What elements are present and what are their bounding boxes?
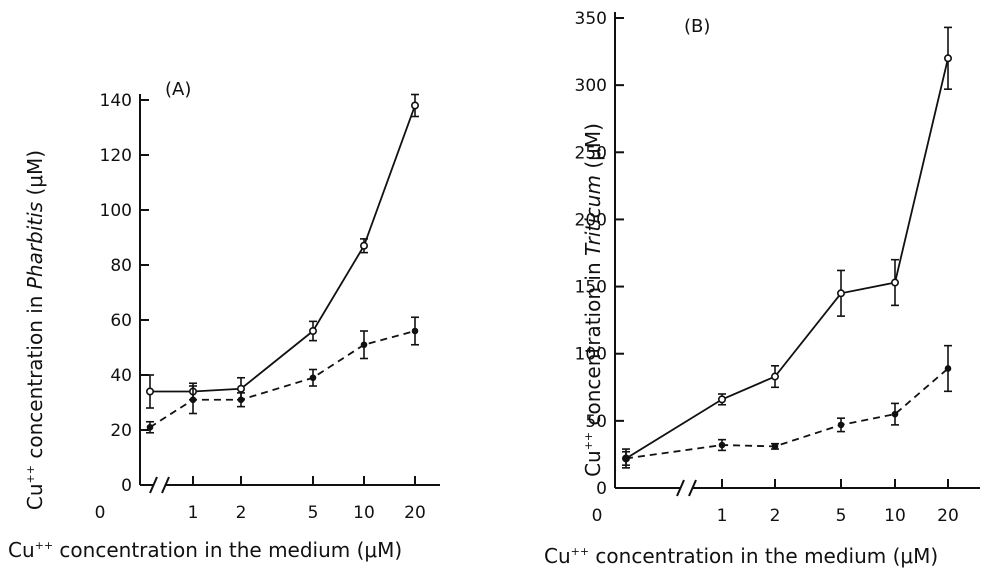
y-tick-label: 80 — [110, 256, 132, 276]
y-axis-label: Cu++ concentration in Pharbitis (μM) — [23, 150, 47, 510]
data-point — [837, 421, 845, 429]
data-point — [146, 387, 155, 396]
data-point — [146, 423, 154, 431]
data-point — [359, 241, 368, 250]
data-point — [309, 374, 317, 382]
x-tick-label: 2 — [770, 506, 781, 526]
x-tick-label: 10 — [884, 506, 906, 526]
y-tick-label: 100 — [575, 345, 607, 365]
data-point — [944, 365, 952, 372]
x-tick-label: 5 — [308, 503, 319, 523]
x-tick-label: 2 — [236, 503, 247, 523]
series-line — [149, 330, 416, 429]
data-point — [410, 101, 419, 110]
data-point — [891, 410, 899, 418]
y-tick-label: 100 — [100, 201, 132, 221]
series-line — [625, 367, 949, 460]
y-tick-label: 0 — [596, 479, 607, 499]
y-tick-label: 120 — [100, 146, 132, 166]
data-point — [771, 443, 779, 450]
y-tick-label: 300 — [575, 76, 607, 96]
x-tick-label: 1 — [188, 503, 199, 523]
axis-break-mark — [676, 479, 685, 497]
data-point — [890, 278, 899, 287]
y-tick-label: 0 — [121, 476, 132, 496]
x-tick-label: 20 — [404, 503, 426, 523]
x-tick-label: 1 — [717, 506, 728, 526]
data-point — [717, 395, 726, 404]
x-tick-label: 10 — [353, 503, 375, 523]
y-tick-label: 350 — [575, 9, 607, 29]
y-axis-label: Cu++ concentration in Triticum (μM) — [581, 123, 605, 477]
series-line — [625, 58, 949, 460]
data-point — [770, 372, 779, 381]
x-tick-label: 0 — [95, 503, 106, 523]
x-tick-label: 0 — [592, 506, 603, 526]
data-point — [308, 326, 317, 335]
axis-break-mark — [688, 479, 697, 497]
x-axis-label: Cu++ concentration in the medium (μM) — [8, 538, 402, 562]
y-tick-label: 200 — [575, 210, 607, 230]
panel-b: 0 50 100 150 200 250 300 350 0 1 2 5 10 20 (B) Cu++ con… — [544, 9, 980, 568]
y-tick-label: 40 — [110, 366, 132, 386]
y-tick-label: 20 — [110, 421, 132, 441]
series-line — [150, 105, 416, 393]
axis-break-mark — [149, 476, 158, 494]
panel-label: (A) — [165, 79, 191, 100]
data-point — [718, 441, 726, 449]
x-tick-label: 20 — [937, 506, 959, 526]
y-tick-label: 140 — [100, 91, 132, 111]
panel-label: (B) — [684, 16, 710, 37]
data-point — [360, 341, 368, 349]
panel-a: 0 20 40 60 80 100 120 140 0 1 2 5 10 20 (A) Cu++ concen… — [8, 79, 440, 562]
y-tick-label: 150 — [575, 278, 607, 298]
x-tick-label: 5 — [836, 506, 847, 526]
x-axis-label: Cu++ concentration in the medium (μM) — [544, 544, 938, 568]
data-point — [237, 396, 245, 404]
data-point — [943, 54, 952, 63]
y-tick-label: 60 — [110, 311, 132, 331]
y-tick-label: 250 — [575, 143, 607, 163]
data-point — [189, 396, 197, 404]
data-point — [237, 384, 246, 393]
axis-break-mark — [161, 476, 170, 494]
y-tick-label: 50 — [585, 412, 607, 432]
data-point — [836, 289, 845, 298]
data-point — [411, 327, 419, 335]
data-point — [622, 455, 630, 462]
